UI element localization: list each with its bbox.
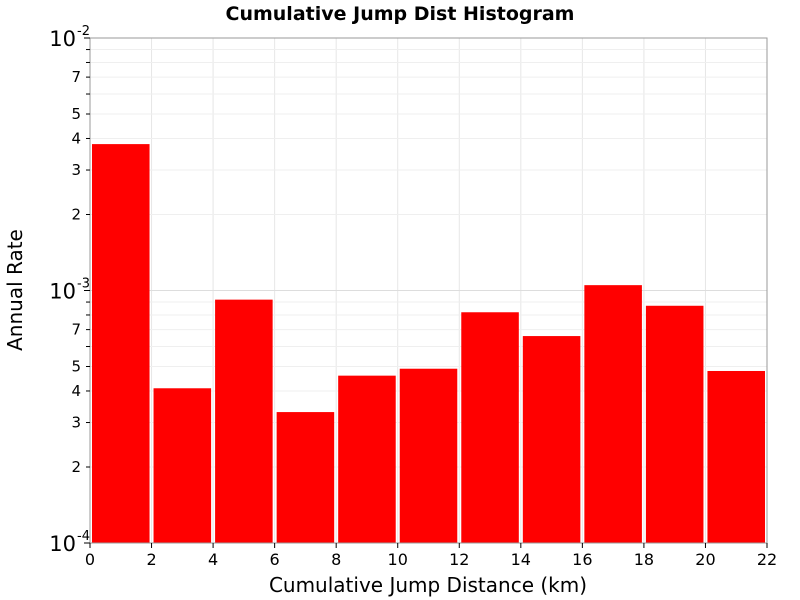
y-decade-label-exp: -4 — [77, 529, 90, 544]
x-axis-label: Cumulative Jump Distance (km) — [269, 573, 587, 597]
bars — [92, 144, 765, 543]
histogram-bar — [461, 312, 519, 543]
y-minor-tick-label: 4 — [71, 382, 81, 400]
x-tick-label: 14 — [511, 550, 531, 569]
y-minor-tick-label: 4 — [71, 129, 81, 147]
histogram-bar — [522, 336, 581, 543]
histogram-bar — [707, 370, 765, 543]
y-minor-tick-label: 2 — [71, 205, 81, 223]
chart-title: Cumulative Jump Dist Histogram — [226, 3, 575, 25]
x-tick-label: 16 — [572, 550, 592, 569]
y-minor-tick-label: 7 — [71, 321, 81, 339]
y-decade-label-exp: -3 — [77, 277, 90, 292]
y-decade-label-exp: -2 — [77, 24, 90, 39]
y-minor-tick-label: 3 — [71, 414, 81, 432]
histogram-bar — [276, 412, 335, 543]
histogram-bar — [645, 305, 704, 543]
y-minor-tick-label: 3 — [71, 161, 81, 179]
histogram-bar — [153, 388, 212, 543]
histogram-bar — [399, 368, 458, 543]
x-tick-label: 8 — [331, 550, 341, 569]
histogram-bar — [584, 285, 642, 543]
histogram-bar — [338, 375, 396, 543]
y-decade-label-base: 10 — [49, 27, 76, 51]
y-minor-tick-label: 5 — [71, 358, 81, 376]
x-tick-label: 4 — [208, 550, 218, 569]
histogram-bar — [215, 299, 273, 543]
x-tick-label: 2 — [146, 550, 156, 569]
y-minor-tick-label: 5 — [71, 105, 81, 123]
y-minor-tick-label: 7 — [71, 68, 81, 86]
x-tick-label: 18 — [634, 550, 654, 569]
x-tick-label: 10 — [388, 550, 408, 569]
x-tick-label: 22 — [757, 550, 777, 569]
x-tick-label: 6 — [270, 550, 280, 569]
x-tick-label: 12 — [449, 550, 469, 569]
y-minor-tick-label: 2 — [71, 458, 81, 476]
y-decade-label-base: 10 — [49, 280, 76, 304]
x-axis-ticks: 0 2 4 6 8 10 12 14 16 18 20 22 — [85, 543, 777, 569]
y-decade-label-base: 10 — [49, 532, 76, 556]
y-axis-label: Annual Rate — [3, 229, 27, 351]
x-tick-label: 0 — [85, 550, 95, 569]
x-tick-label: 20 — [695, 550, 715, 569]
histogram-bar — [92, 144, 150, 543]
